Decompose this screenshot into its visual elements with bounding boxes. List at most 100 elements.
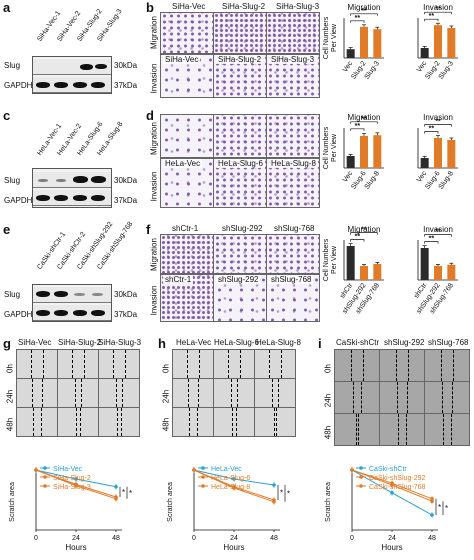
legend-marker — [43, 475, 47, 479]
row-label: Invasion — [149, 285, 159, 316]
significance-label: ** — [429, 236, 435, 243]
transwell-image — [266, 12, 320, 54]
blot-band — [73, 82, 87, 88]
panel-label-e: e — [3, 222, 11, 237]
chart-title: Invasion — [423, 225, 453, 234]
chart-title: Migration — [348, 113, 381, 122]
wound-image — [98, 378, 140, 408]
bar — [434, 25, 442, 58]
bar — [373, 135, 382, 168]
data-point — [232, 486, 236, 490]
wound-image — [172, 407, 214, 437]
data-point — [114, 497, 118, 501]
transwell-image — [160, 114, 214, 158]
x-tick-label: 0 — [350, 535, 354, 542]
wound-image — [172, 349, 214, 379]
significance-bracket — [350, 13, 378, 16]
significance-label: ** — [435, 6, 441, 13]
y-axis-label: Per View — [331, 245, 338, 274]
column-label: SiHa-Slug-2 — [222, 2, 266, 11]
row-label: Invasion — [149, 171, 159, 202]
y-axis-label: Per View — [331, 133, 338, 162]
wound-image — [334, 413, 380, 446]
x-tick-label: Slug-3 — [364, 60, 381, 81]
significance-label: ** — [361, 227, 367, 234]
transwell-image: SiHa-Slug-2 — [213, 54, 267, 98]
y-axis-label: Scratch area — [9, 482, 16, 522]
blot-band — [91, 176, 106, 183]
chart-title: Migration — [348, 3, 381, 12]
wound-image — [379, 381, 425, 414]
blot-band — [36, 82, 50, 88]
bar — [447, 28, 456, 58]
transwell-image: HeLa-Slug-8 — [266, 158, 320, 208]
significance-label: ** — [355, 234, 361, 241]
legend-marker — [201, 475, 205, 479]
y-axis-label: Cell Numbers — [323, 126, 330, 169]
significance-label: * — [445, 504, 448, 513]
line-chart-h: Scratch area 0 24 48 Hours HeLa-Vec HeLa-Slug-… — [167, 466, 290, 552]
column-label: SiHa-Slug-3 — [276, 2, 320, 11]
wound-image — [254, 349, 296, 379]
significance-bracket — [424, 131, 439, 134]
legend-entry: CaSki-shCtr — [369, 466, 407, 473]
bar — [447, 264, 456, 280]
chart-title: Invasion — [423, 113, 453, 122]
wound-image — [254, 378, 296, 408]
panel-label-d: d — [146, 108, 154, 123]
bar — [420, 158, 429, 168]
chart-title: Invasion — [423, 3, 453, 12]
wound-image — [379, 413, 425, 446]
bar — [346, 246, 355, 280]
data-point — [272, 500, 276, 504]
data-point — [232, 477, 236, 481]
row-label: Invasion — [149, 63, 159, 94]
transwell-image — [213, 234, 267, 274]
blot-row-name: GAPDH — [4, 310, 33, 319]
x-axis-label: Hours — [223, 543, 244, 552]
significance-label: * — [280, 489, 283, 498]
wound-image — [16, 378, 58, 408]
significance-label: * — [287, 489, 290, 498]
bar — [346, 49, 355, 58]
significance-label: * — [122, 488, 125, 497]
blot-band — [91, 195, 105, 201]
transwell-image — [160, 12, 214, 54]
wound-image — [98, 349, 140, 379]
column-label: SiHa-Vec — [18, 338, 52, 347]
y-axis-label: Scratch area — [325, 482, 332, 522]
significance-label: ** — [355, 15, 361, 22]
significance-label: ** — [435, 229, 441, 236]
column-label: shSlug-292 — [384, 338, 425, 347]
x-tick-label: Slug-3 — [438, 60, 455, 81]
data-point — [74, 477, 78, 481]
wound-image — [379, 349, 425, 382]
wound-image — [213, 349, 255, 379]
significance-bracket — [424, 234, 452, 237]
significance-label: ** — [429, 13, 435, 20]
row-label: 48h — [323, 425, 333, 440]
data-point — [430, 499, 434, 503]
data-point — [350, 468, 354, 472]
wound-image — [57, 349, 99, 379]
significance-label: ** — [429, 126, 435, 133]
transwell-image: SiHa-Vec — [160, 54, 214, 98]
row-label: Migration — [149, 238, 159, 271]
data-point — [114, 485, 118, 489]
significance-label: * — [129, 489, 132, 498]
lane-label: CaSki-shSlug-292 — [76, 220, 115, 271]
transwell-image — [160, 234, 214, 274]
wound-image — [213, 378, 255, 408]
panel-label-h: h — [158, 336, 166, 351]
x-tick-label: 48 — [112, 535, 120, 542]
bar — [360, 26, 368, 58]
wound-image — [254, 407, 296, 437]
x-tick-label: 24 — [72, 535, 80, 542]
significance-bracket — [350, 128, 365, 131]
bar — [373, 264, 382, 280]
wound-image — [424, 413, 470, 446]
blot-band — [95, 64, 107, 69]
significance-bracket — [424, 241, 439, 244]
transwell-image — [266, 114, 320, 158]
